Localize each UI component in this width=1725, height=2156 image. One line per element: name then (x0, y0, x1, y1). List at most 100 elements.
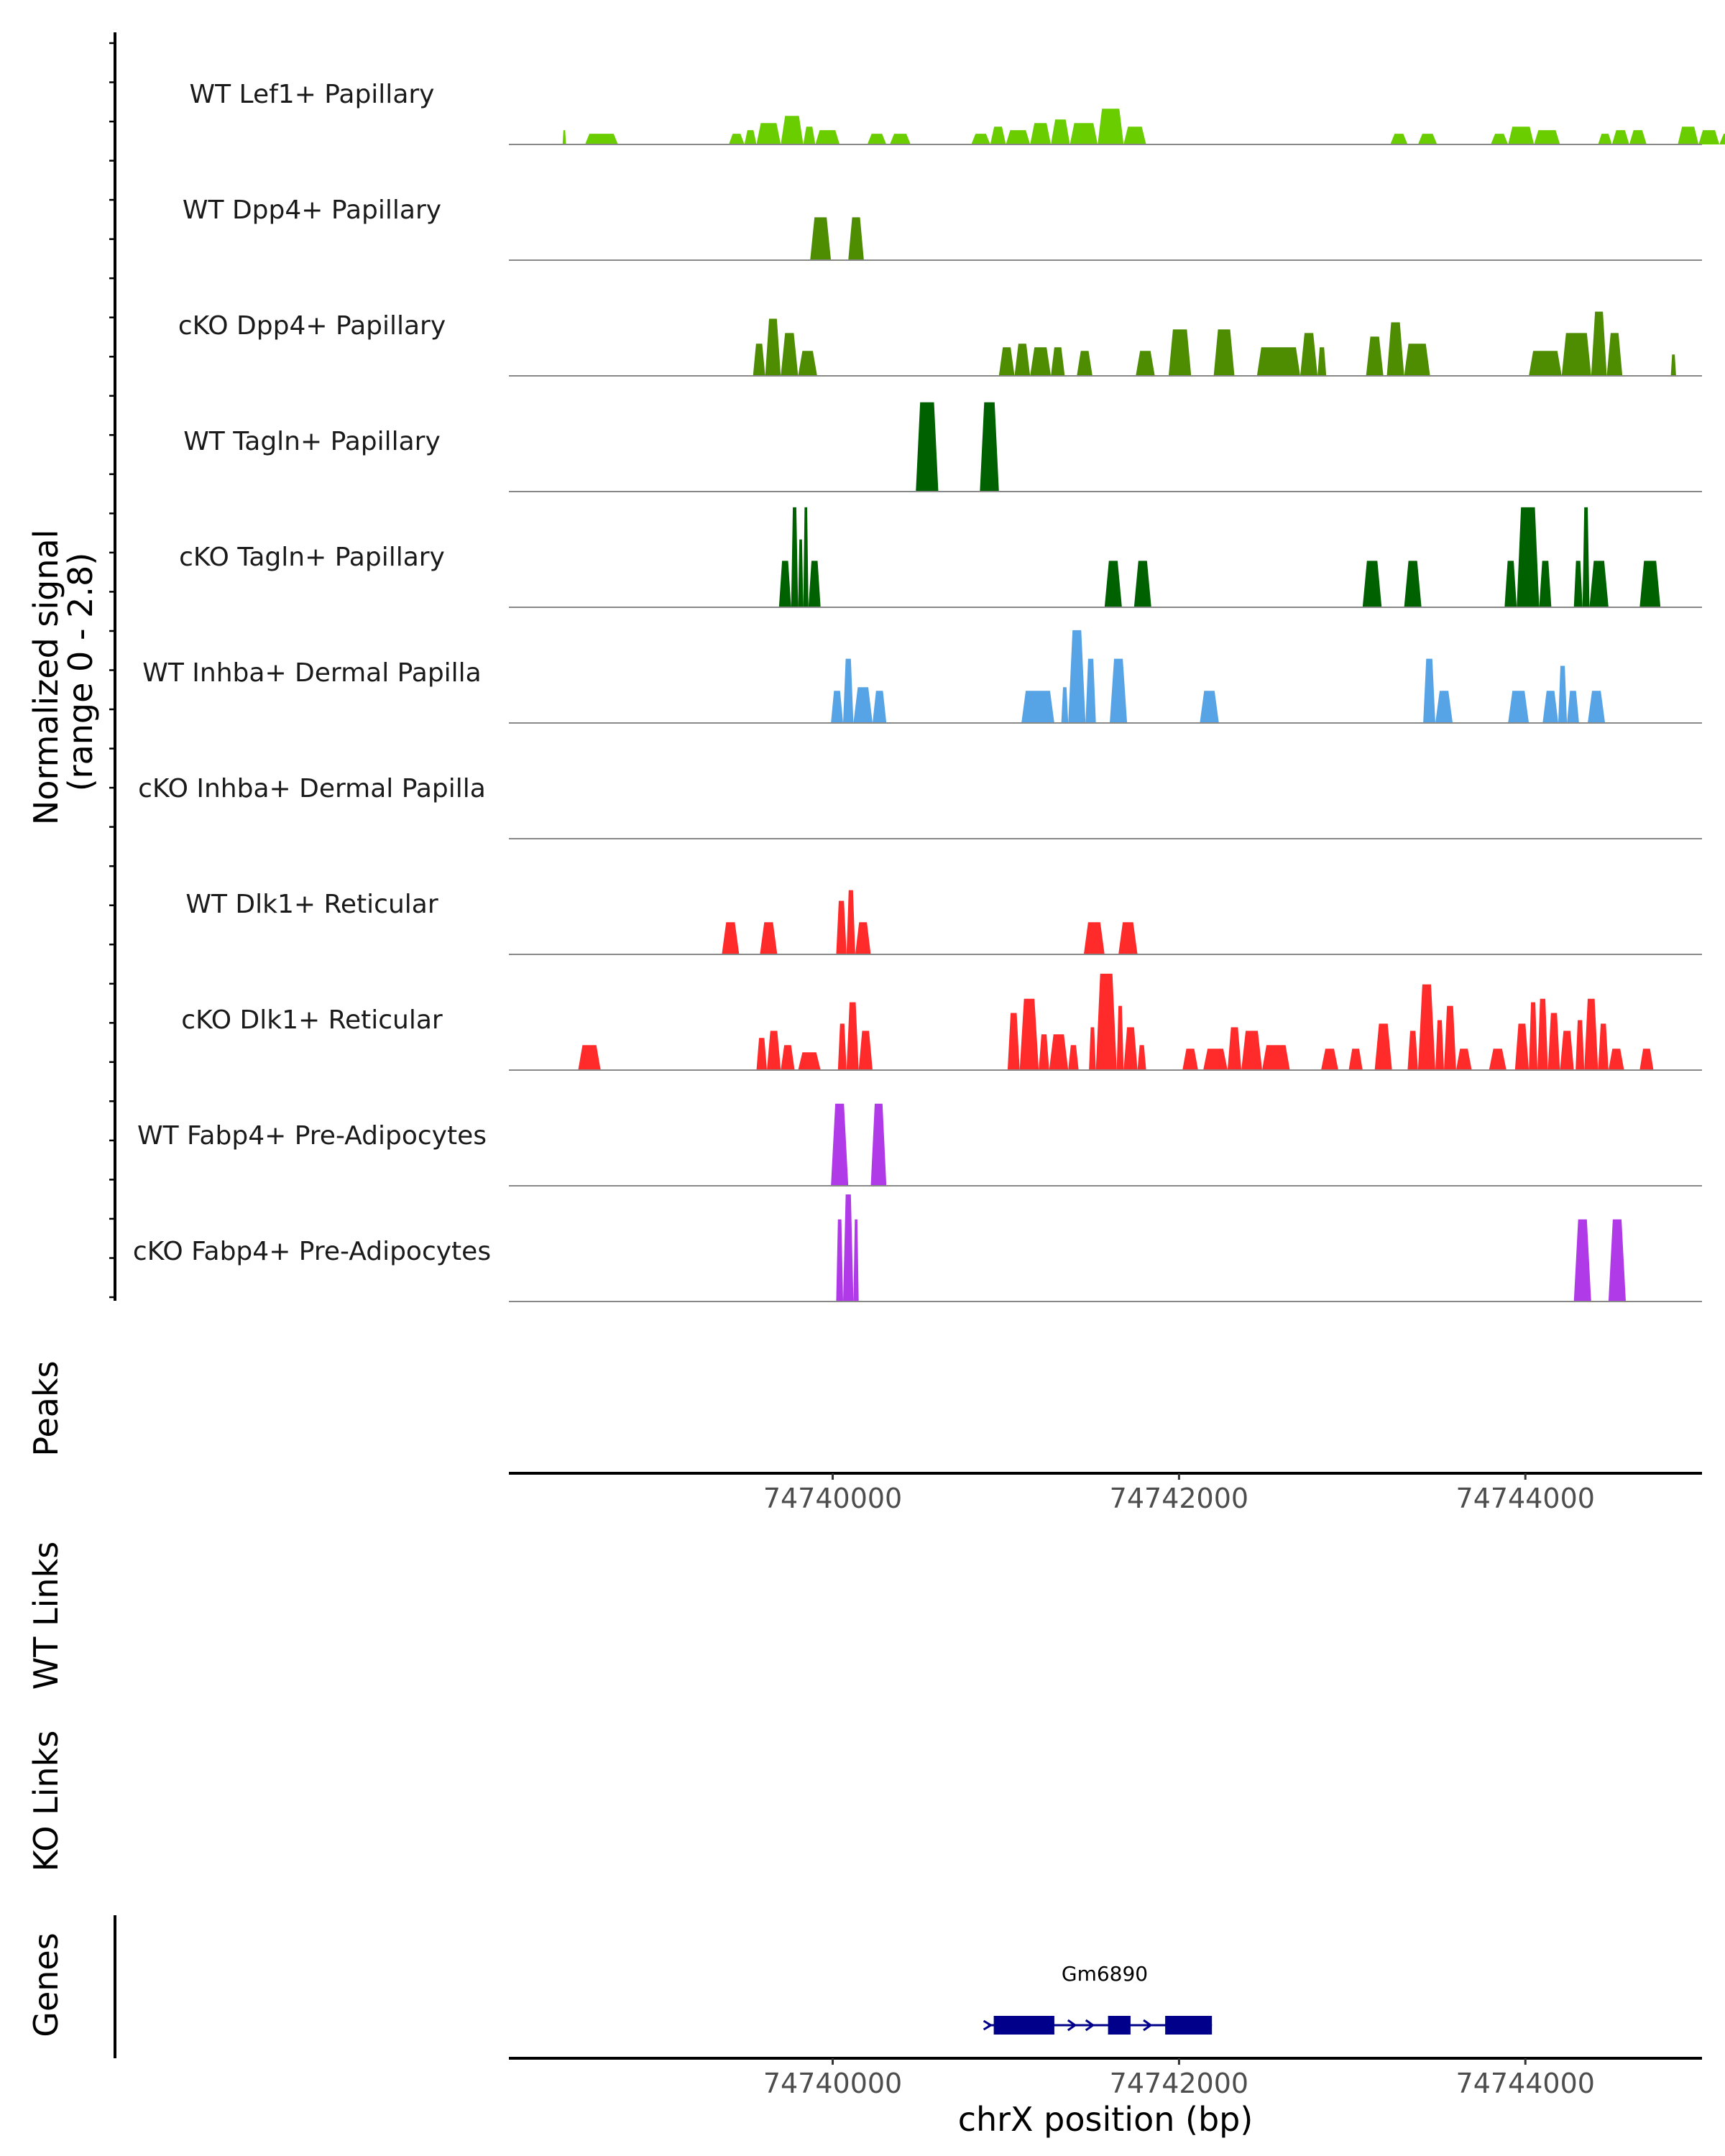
track-0-peak-21 (1508, 126, 1535, 144)
wt-links-panel: WT Links (27, 1542, 65, 1690)
track-8-peak-20 (1227, 1027, 1242, 1070)
track-0-peak-24 (1611, 130, 1629, 144)
track-9: WT Fabp4+ Pre-Adipocytes (137, 1103, 1702, 1187)
track-3-peak-0 (916, 402, 939, 492)
track-8-peak-2 (767, 1031, 781, 1070)
track-label-9: WT Fabp4+ Pre-Adipocytes (137, 1121, 487, 1151)
track-4-peak-8 (1404, 561, 1422, 607)
genes-panel: Genes Gm6890 74740000 74742000 74744000 ch… (27, 1915, 1702, 2139)
track-10-peak-2 (853, 1219, 859, 1302)
track-8-peak-4 (798, 1052, 821, 1070)
track-2-peak-17 (1404, 344, 1430, 376)
track-8-peak-38 (1584, 998, 1598, 1070)
track-4-peak-12 (1573, 561, 1583, 607)
track-0-peak-7 (815, 130, 840, 144)
track-4-peak-13 (1582, 507, 1590, 607)
track-5-peak-12 (1508, 691, 1530, 723)
track-5-peak-11 (1435, 691, 1453, 723)
track-0-peak-3 (744, 130, 757, 144)
track-2-peak-6 (1030, 347, 1052, 376)
track-0-peak-10 (971, 134, 990, 144)
coverage-y-ticks (109, 42, 115, 1299)
track-8-peak-16 (1123, 1027, 1138, 1070)
track-0-peak-12 (1006, 130, 1031, 144)
track-8-peak-26 (1407, 1031, 1418, 1070)
track-5-peak-8 (1110, 658, 1128, 723)
track-0-peak-15 (1070, 123, 1098, 144)
track-7-peak-0 (722, 922, 740, 954)
track-4-peak-0 (778, 561, 791, 607)
track-2-peak-8 (1077, 351, 1092, 376)
track-10-peak-0 (836, 1219, 843, 1302)
track-7-peak-4 (855, 922, 871, 954)
track-5: WT Inhba+ Dermal Papilla (142, 630, 1702, 724)
track-5-peak-10 (1423, 658, 1435, 723)
track-5-peak-13 (1542, 691, 1558, 723)
gene-strand-arrow-1 (1085, 2019, 1095, 2032)
track-9-peak-1 (870, 1103, 887, 1186)
gene-exon-2 (1165, 2016, 1213, 2035)
track-0-peak-16 (1098, 109, 1124, 144)
track-8-peak-14 (1095, 973, 1117, 1070)
genes-x-ticks: 74740000 74742000 74744000 (763, 2058, 1595, 2099)
track-0-peak-25 (1629, 130, 1647, 144)
track-8-peak-39 (1598, 1023, 1609, 1070)
track-8-peak-27 (1417, 984, 1435, 1070)
track-8-peak-41 (1639, 1049, 1654, 1070)
ko-links-panel: KO Links (27, 1731, 65, 1872)
track-4-peak-1 (791, 507, 799, 607)
track-8-peak-33 (1529, 1002, 1538, 1070)
y-axis-title-line-1: Normalized signal (27, 530, 65, 826)
track-5-peak-16 (1588, 691, 1606, 723)
track-2-peak-1 (765, 318, 781, 376)
track-2-peak-20 (1591, 311, 1607, 376)
track-4: cKO Tagln+ Papillary (179, 507, 1702, 608)
track-5-peak-4 (1021, 691, 1054, 723)
track-0-peak-0 (562, 130, 566, 144)
track-5-peak-7 (1085, 658, 1096, 723)
track-8-peak-19 (1203, 1049, 1228, 1070)
track-0: WT Lef1+ Papillary (190, 80, 1725, 145)
gene-strand-arrow-0 (1067, 2019, 1077, 2032)
track-7-peak-5 (1083, 922, 1105, 954)
genes-x-tick-label-2: 74744000 (1456, 2068, 1595, 2099)
track-2-peak-13 (1300, 333, 1318, 376)
wt-links-label: WT Links (27, 1542, 65, 1690)
track-label-5: WT Inhba+ Dermal Papilla (142, 658, 481, 688)
track-8-peak-40 (1608, 1049, 1624, 1070)
track-5-peak-5 (1061, 687, 1069, 723)
track-10-peak-1 (843, 1194, 854, 1302)
track-2-peak-19 (1561, 333, 1591, 376)
track-5-peak-9 (1200, 691, 1219, 723)
track-1: WT Dpp4+ Papillary (183, 195, 1702, 261)
track-0-peak-23 (1598, 134, 1612, 144)
track-8-peak-5 (837, 1023, 847, 1070)
track-0-peak-4 (756, 123, 781, 144)
track-5-peak-1 (843, 658, 854, 723)
track-2-peak-3 (798, 351, 817, 376)
track-0-peak-20 (1491, 134, 1509, 144)
track-5-peak-15 (1567, 691, 1579, 723)
gene-exon-1 (1108, 2016, 1131, 2035)
track-9-peak-0 (831, 1103, 849, 1186)
track-10: cKO Fabp4+ Pre-Adipocytes (133, 1194, 1702, 1302)
track-8-peak-32 (1514, 1023, 1530, 1070)
gene-strand-arrow-2 (1143, 2019, 1153, 2032)
track-label-8: cKO Dlk1+ Reticular (181, 1005, 443, 1035)
track-0-peak-9 (890, 134, 911, 144)
track-0-peak-5 (781, 116, 804, 144)
track-8: cKO Dlk1+ Reticular (181, 973, 1702, 1071)
track-4-peak-14 (1589, 561, 1609, 607)
track-7-peak-1 (760, 922, 778, 954)
track-8-peak-6 (846, 1002, 859, 1070)
track-8-peak-12 (1068, 1045, 1079, 1070)
track-5-peak-0 (831, 691, 843, 723)
track-8-peak-25 (1374, 1023, 1392, 1070)
gene-exon-0 (993, 2016, 1054, 2035)
track-0-peak-11 (990, 126, 1006, 144)
genes-panel-label: Genes (27, 1932, 65, 2037)
track-2-peak-16 (1386, 322, 1404, 376)
coverage-tracks: WT Lef1+ Papillary WT Dpp4+ Papillary cKO … (133, 80, 1725, 1302)
track-8-peak-17 (1137, 1045, 1146, 1070)
